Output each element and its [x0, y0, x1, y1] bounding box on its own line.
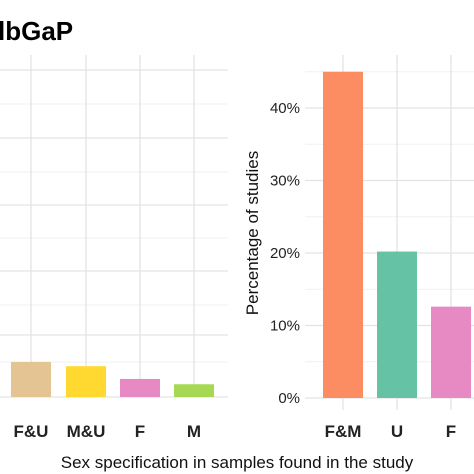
y-tick-label: 30% [270, 173, 300, 190]
y-tick-label: 20% [270, 245, 300, 262]
bar-F&M [323, 71, 363, 398]
category-label: M [187, 422, 201, 441]
left-bars [11, 361, 214, 397]
bar-M [174, 384, 214, 397]
right-bars [323, 71, 471, 398]
category-label: M&U [67, 422, 106, 441]
bar-M&U [66, 366, 106, 397]
bar-F [120, 378, 160, 397]
left-category-labels: F&U M&U F M [14, 422, 202, 441]
bar-F [431, 306, 471, 398]
y-axis-label: Percentage of studies [243, 151, 262, 315]
figure-title: lbGaP [0, 16, 73, 46]
right-y-tick-labels: 0% 10% 20% 30% 40% [270, 100, 300, 407]
right-panel: 0% 10% 20% 30% 40% F&M U F Percentage of studi… [243, 55, 474, 441]
left-gridlines [0, 55, 228, 398]
y-tick-label: 40% [270, 100, 300, 117]
x-axis-label: Sex specification in samples found in th… [61, 453, 414, 472]
bar-U [377, 251, 417, 398]
category-label: F&M [325, 422, 362, 441]
right-category-labels: F&M U F [325, 422, 457, 441]
category-label: F [135, 422, 145, 441]
category-label: F [446, 422, 456, 441]
category-label: U [391, 422, 403, 441]
bar-F&U [11, 361, 51, 397]
category-label: F&U [14, 422, 49, 441]
y-tick-label: 0% [278, 390, 300, 407]
y-tick-label: 10% [270, 318, 300, 335]
left-panel: F&U M&U F M [0, 55, 228, 441]
